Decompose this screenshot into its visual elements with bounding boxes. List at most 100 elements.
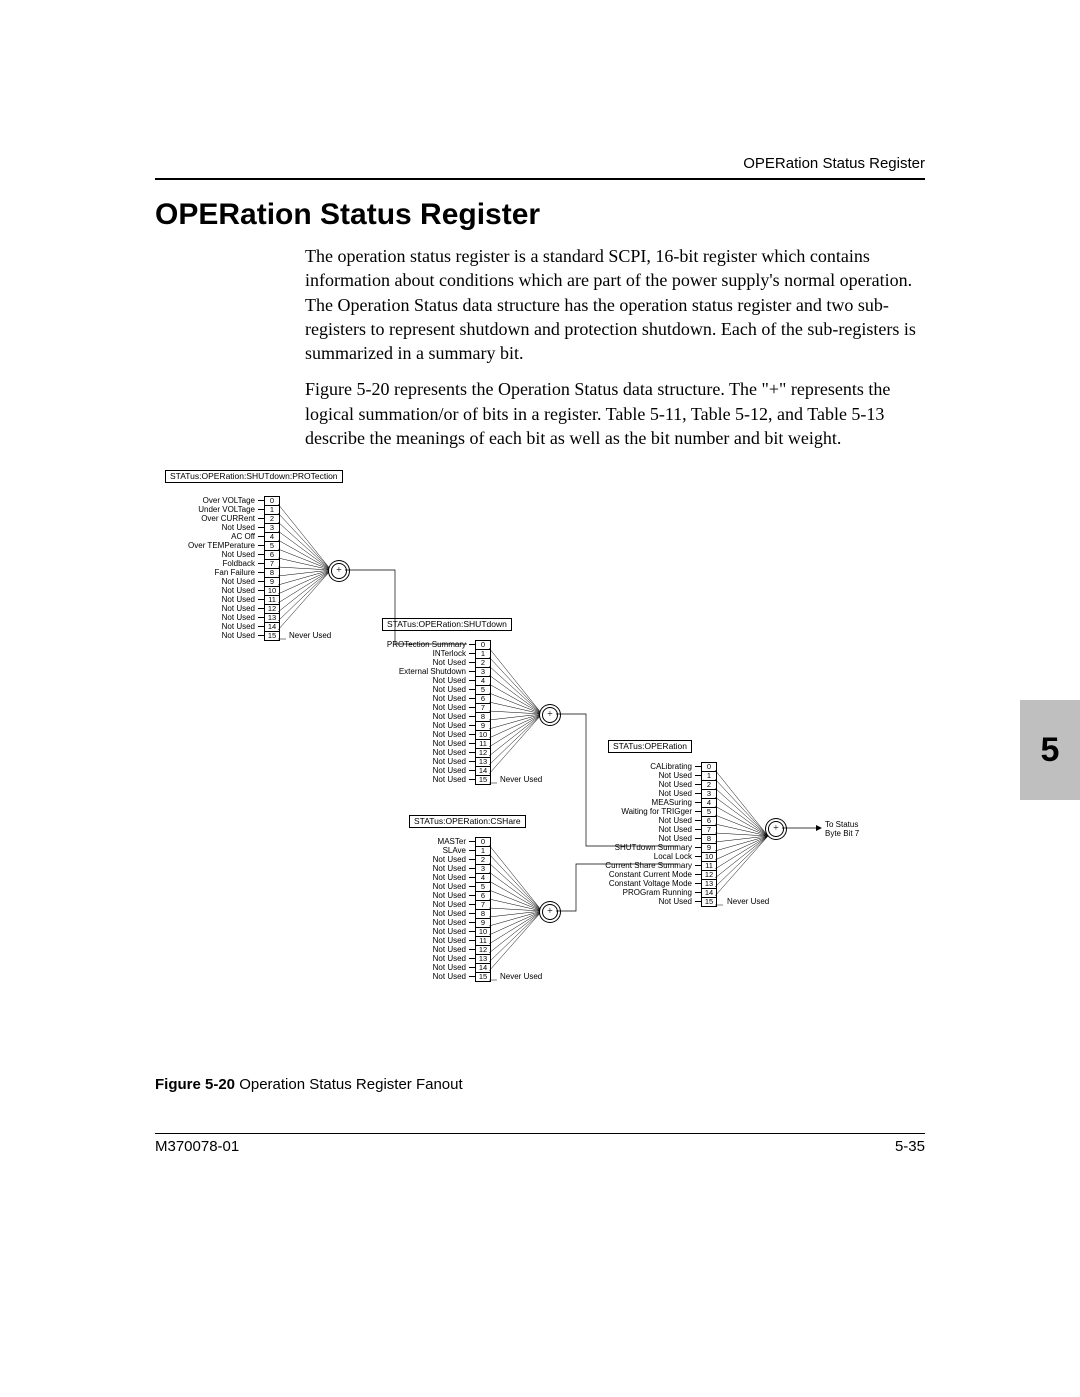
output-arrow bbox=[782, 828, 822, 838]
shutdown-never-used: Never Used bbox=[500, 775, 542, 784]
bit-row: CALibrating0 bbox=[573, 762, 717, 771]
bit-row: Not Used6 bbox=[370, 694, 491, 703]
bit-number: 15 bbox=[701, 897, 717, 907]
bit-row: Not Used15 bbox=[370, 775, 491, 784]
bit-label: Not Used bbox=[370, 685, 469, 694]
bit-label: Not Used bbox=[370, 748, 469, 757]
bit-label: Not Used bbox=[155, 631, 258, 640]
bit-row: Not Used13 bbox=[155, 613, 280, 622]
operation-sum-node: + bbox=[768, 821, 784, 837]
shutdown-bits: PROTection Summary0INTerlock1Not Used2Ex… bbox=[370, 640, 491, 784]
bit-label: Not Used bbox=[573, 771, 695, 780]
bit-row: Over CURRent2 bbox=[155, 514, 280, 523]
bit-label: Not Used bbox=[573, 897, 695, 906]
bit-row: Local Lock10 bbox=[573, 852, 717, 861]
bit-row: Not Used1 bbox=[573, 771, 717, 780]
bit-label: Not Used bbox=[409, 909, 469, 918]
operation-title: STATus:OPERation bbox=[608, 740, 692, 753]
bit-number: 15 bbox=[475, 972, 491, 982]
bit-row: Not Used13 bbox=[370, 757, 491, 766]
bit-row: Not Used14 bbox=[155, 622, 280, 631]
bit-row: Not Used4 bbox=[370, 676, 491, 685]
bit-label: Not Used bbox=[155, 523, 258, 532]
bit-row: Not Used2 bbox=[370, 658, 491, 667]
bit-label: Not Used bbox=[155, 595, 258, 604]
bit-label: Not Used bbox=[573, 816, 695, 825]
paragraph-1: The operation status register is a stand… bbox=[305, 244, 925, 365]
bit-row: Waiting for TRIGger5 bbox=[573, 807, 717, 816]
bit-label: Not Used bbox=[155, 550, 258, 559]
bit-row: Not Used8 bbox=[370, 712, 491, 721]
bit-label: PROGram Running bbox=[573, 888, 695, 897]
bit-label: Not Used bbox=[370, 694, 469, 703]
page-header: OPERation Status Register bbox=[155, 155, 925, 172]
bit-label: Local Lock bbox=[573, 852, 695, 861]
page-footer: M370078-01 5-35 bbox=[155, 1138, 925, 1155]
bit-label: Not Used bbox=[573, 789, 695, 798]
bit-label: Not Used bbox=[370, 712, 469, 721]
bit-row: AC Off4 bbox=[155, 532, 280, 541]
bit-row: Not Used14 bbox=[370, 766, 491, 775]
protection-title: STATus:OPERation:SHUTdown:PROTection bbox=[165, 470, 343, 483]
bit-label: Not Used bbox=[370, 730, 469, 739]
register-shutdown: STATus:OPERation:SHUTdown bbox=[382, 618, 512, 631]
bit-label: SHUTdown Summary bbox=[573, 843, 695, 852]
bit-row: Over VOLTage0 bbox=[155, 496, 280, 505]
bit-row: Constant Voltage Mode13 bbox=[573, 879, 717, 888]
bit-row: Not Used6 bbox=[573, 816, 717, 825]
bit-row: Current Share Summary11 bbox=[573, 861, 717, 870]
bit-label: Not Used bbox=[370, 721, 469, 730]
bit-row: Not Used9 bbox=[370, 721, 491, 730]
cshare-title: STATus:OPERation:CSHare bbox=[409, 815, 526, 828]
bit-label: Not Used bbox=[409, 900, 469, 909]
bit-label: Not Used bbox=[409, 891, 469, 900]
bit-label: Not Used bbox=[573, 825, 695, 834]
connector-prot-to-shut bbox=[345, 570, 475, 650]
bit-row: Not Used10 bbox=[155, 586, 280, 595]
bit-label: Not Used bbox=[370, 676, 469, 685]
bit-label: PROTection Summary bbox=[370, 640, 469, 649]
bit-row: Not Used7 bbox=[573, 825, 717, 834]
bit-label: Not Used bbox=[155, 604, 258, 613]
shutdown-sum-node: + bbox=[542, 707, 558, 723]
bit-label: Constant Current Mode bbox=[573, 870, 695, 879]
bit-label: Not Used bbox=[370, 766, 469, 775]
bit-row: MEASuring4 bbox=[573, 798, 717, 807]
cshare-bits: MASTer0SLAve1Not Used2Not Used3Not Used4… bbox=[409, 837, 491, 981]
bit-row: Not Used10 bbox=[370, 730, 491, 739]
bit-label: Over VOLTage bbox=[155, 496, 258, 505]
bit-row: Not Used8 bbox=[573, 834, 717, 843]
bit-label: Not Used bbox=[409, 918, 469, 927]
bit-label: Not Used bbox=[155, 586, 258, 595]
body-text: The operation status register is a stand… bbox=[305, 244, 925, 450]
bit-label: Not Used bbox=[409, 927, 469, 936]
page-title: OPERation Status Register bbox=[155, 198, 925, 232]
bit-label: Not Used bbox=[370, 757, 469, 766]
bit-row: Not Used 15 bbox=[573, 897, 717, 906]
bit-label: Not Used bbox=[573, 834, 695, 843]
operation-never-used: Never Used bbox=[727, 897, 769, 906]
bit-label: SLAve bbox=[409, 846, 469, 855]
bit-label: Under VOLTage bbox=[155, 505, 258, 514]
protection-bits: Over VOLTage0Under VOLTage1Over CURRent2… bbox=[155, 496, 280, 640]
bit-row: Not Used12 bbox=[155, 604, 280, 613]
bit-label: MASTer bbox=[409, 837, 469, 846]
bit-label: Not Used bbox=[409, 954, 469, 963]
caption-label: Figure 5-20 bbox=[155, 1076, 235, 1093]
bit-row: Not Used7 bbox=[370, 703, 491, 712]
bit-row: PROGram Running14 bbox=[573, 888, 717, 897]
bit-label: Not Used bbox=[155, 622, 258, 631]
bit-label: Not Used bbox=[370, 739, 469, 748]
bit-label: Not Used bbox=[370, 775, 469, 784]
bit-row: Foldback7 bbox=[155, 559, 280, 568]
cshare-never-used: Never Used bbox=[500, 972, 542, 981]
bit-label: Not Used bbox=[409, 963, 469, 972]
operation-fanlines bbox=[715, 766, 785, 916]
bit-row: Under VOLTage1 bbox=[155, 505, 280, 514]
bit-label: MEASuring bbox=[573, 798, 695, 807]
bit-row: Not Used15 bbox=[155, 631, 280, 640]
bit-label: Not Used bbox=[370, 658, 469, 667]
bit-row: SHUTdown Summary9 bbox=[573, 843, 717, 852]
bit-label: AC Off bbox=[155, 532, 258, 541]
paragraph-2: Figure 5-20 represents the Operation Sta… bbox=[305, 377, 925, 450]
